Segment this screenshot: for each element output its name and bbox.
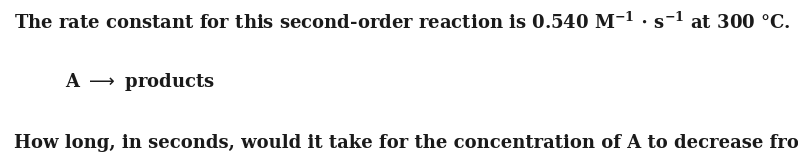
Text: How long, in seconds, would it take for the concentration of A to decrease from : How long, in seconds, would it take for … bbox=[14, 134, 798, 153]
Text: A $\longrightarrow$ products: A $\longrightarrow$ products bbox=[65, 71, 215, 92]
Text: The rate constant for this second-order reaction is 0.540 $\mathregular{M^{-1}}$: The rate constant for this second-order … bbox=[14, 11, 791, 33]
